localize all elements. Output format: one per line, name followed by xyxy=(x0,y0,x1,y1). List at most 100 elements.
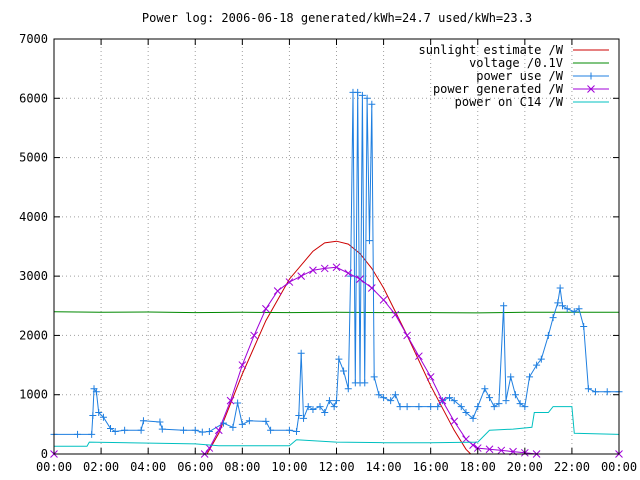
data-point-marker xyxy=(481,385,489,393)
legend-label: sunlight estimate /W xyxy=(419,43,564,57)
data-point-marker xyxy=(332,263,341,272)
data-point-marker xyxy=(380,394,388,402)
y-tick-label: 2000 xyxy=(19,328,48,342)
y-tick-label: 0 xyxy=(41,447,48,461)
data-point-marker xyxy=(214,426,223,435)
data-point-marker xyxy=(396,403,404,411)
data-point-marker xyxy=(139,417,147,425)
data-point-marker xyxy=(559,302,566,310)
y-tick-label: 1000 xyxy=(19,388,48,402)
data-point-marker xyxy=(462,409,470,416)
data-point-marker xyxy=(309,266,317,275)
legend-label: voltage /0.1V xyxy=(469,56,563,70)
data-point-marker xyxy=(556,284,564,292)
data-point-marker xyxy=(537,355,545,363)
data-point-marker xyxy=(111,427,119,435)
chart-title: Power log: 2006-06-18 generated/kWh=24.7… xyxy=(142,11,532,25)
data-point-marker xyxy=(92,388,100,396)
data-point-marker xyxy=(446,394,453,402)
series-4 xyxy=(54,406,620,447)
x-tick-label: 00:00 xyxy=(601,460,637,474)
data-point-marker xyxy=(121,426,129,434)
data-point-marker xyxy=(403,403,411,411)
series-line xyxy=(206,240,472,455)
series-line xyxy=(53,311,619,314)
data-point-marker xyxy=(95,409,103,416)
data-point-marker xyxy=(544,331,552,339)
data-point-marker xyxy=(474,403,482,411)
data-point-marker xyxy=(387,397,395,405)
data-point-marker xyxy=(507,373,515,381)
data-point-marker xyxy=(450,397,458,405)
data-point-marker xyxy=(234,399,242,407)
data-point-marker xyxy=(250,331,258,340)
data-point-marker xyxy=(375,391,383,399)
data-point-marker xyxy=(391,310,400,319)
data-point-marker xyxy=(335,355,343,363)
data-point-marker xyxy=(502,397,510,405)
data-point-marker xyxy=(356,275,364,283)
series-line xyxy=(54,92,619,435)
data-point-marker xyxy=(427,403,435,411)
data-point-marker xyxy=(469,414,477,422)
data-point-marker xyxy=(426,373,435,381)
series-3 xyxy=(50,263,623,458)
data-point-marker xyxy=(563,305,571,313)
data-point-marker xyxy=(490,403,498,411)
data-point-marker xyxy=(156,418,164,426)
data-point-marker xyxy=(74,430,82,438)
data-point-marker xyxy=(554,299,562,307)
data-point-marker xyxy=(344,269,353,278)
data-point-marker xyxy=(300,414,308,422)
data-point-marker xyxy=(365,237,373,245)
data-point-marker xyxy=(580,323,588,331)
legend-label: power use /W xyxy=(476,69,563,83)
series-line xyxy=(54,406,620,447)
data-point-marker xyxy=(450,417,459,426)
legend-label: power generated /W xyxy=(433,82,564,96)
x-tick-label: 06:00 xyxy=(177,460,213,474)
data-point-marker xyxy=(516,400,524,408)
data-point-marker xyxy=(295,411,303,419)
x-tick-label: 00:00 xyxy=(36,460,72,474)
x-tick-label: 14:00 xyxy=(366,460,402,474)
data-point-marker xyxy=(521,403,529,411)
data-point-marker xyxy=(511,391,519,399)
y-tick-label: 3000 xyxy=(19,269,48,283)
data-point-marker xyxy=(344,385,352,393)
data-point-marker xyxy=(354,88,362,96)
data-point-marker xyxy=(462,435,470,444)
y-tick-label: 4000 xyxy=(19,210,48,224)
x-tick-label: 02:00 xyxy=(83,460,119,474)
data-point-marker xyxy=(575,305,583,313)
data-point-marker xyxy=(438,396,447,405)
legend-label: power on C14 /W xyxy=(455,95,564,109)
data-point-marker xyxy=(205,444,214,452)
data-point-marker xyxy=(316,403,324,411)
data-point-marker xyxy=(267,426,275,434)
x-tick-label: 08:00 xyxy=(224,460,260,474)
y-tick-label: 6000 xyxy=(19,91,48,105)
data-point-marker xyxy=(273,287,282,295)
data-point-marker xyxy=(500,302,508,310)
data-point-marker xyxy=(603,388,611,396)
x-tick-label: 12:00 xyxy=(318,460,354,474)
data-point-marker xyxy=(340,367,348,375)
data-point-marker xyxy=(262,417,270,425)
series-2 xyxy=(50,88,623,438)
data-point-marker xyxy=(391,391,399,399)
data-point-marker xyxy=(486,394,494,402)
data-point-marker xyxy=(549,314,557,322)
data-point-marker xyxy=(584,385,592,393)
data-point-marker xyxy=(370,373,378,381)
series-layer xyxy=(50,88,623,458)
series-1 xyxy=(53,311,619,314)
x-tick-label: 20:00 xyxy=(507,460,543,474)
data-point-marker xyxy=(262,304,270,313)
data-point-marker xyxy=(99,413,107,421)
data-point-marker xyxy=(89,411,97,419)
data-point-marker xyxy=(363,94,371,102)
data-point-marker xyxy=(526,373,534,381)
